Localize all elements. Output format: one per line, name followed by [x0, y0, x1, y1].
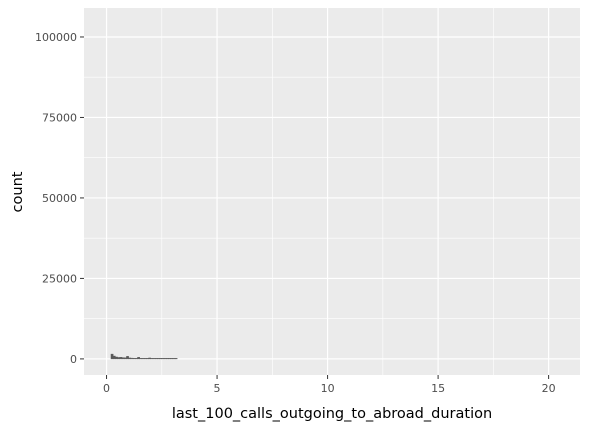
histogram-bar: [163, 358, 167, 360]
panel-background: [84, 8, 580, 375]
x-tick-label: 5: [214, 382, 221, 395]
y-tick-label: 100000: [35, 31, 77, 44]
y-tick-label: 50000: [42, 192, 77, 205]
histogram-bar: [172, 358, 176, 360]
y-axis-title: count: [10, 171, 26, 212]
x-axis-title: last_100_calls_outgoing_to_abroad_durati…: [172, 406, 492, 422]
histogram-bar: [148, 357, 151, 360]
x-tick-label: 15: [431, 382, 445, 395]
histogram-bar: [161, 358, 165, 360]
histogram-bar: [128, 357, 132, 360]
histogram-bar: [126, 356, 129, 360]
x-tick-label: 0: [103, 382, 110, 395]
histogram-bar: [132, 358, 136, 360]
y-axis: 0 25000 50000 75000 100000: [35, 31, 84, 366]
histogram-bar: [130, 357, 134, 360]
histogram-bar: [152, 358, 156, 360]
x-tick-label: 10: [321, 382, 335, 395]
y-tick-label: 75000: [42, 111, 77, 124]
x-tick-label: 20: [542, 382, 556, 395]
histogram-bar: [146, 358, 149, 360]
histogram-bar: [168, 358, 171, 360]
histogram-bar: [119, 357, 123, 360]
histogram-bar: [174, 358, 178, 360]
histogram-bar: [154, 358, 158, 360]
histogram-bar: [157, 358, 160, 360]
grid-minor: [84, 8, 580, 375]
y-tick-label: 25000: [42, 272, 77, 285]
histogram-bar: [141, 358, 145, 360]
histogram-bar: [135, 358, 138, 360]
histogram-bar: [150, 358, 154, 360]
histogram-bar: [110, 353, 114, 360]
histogram-bar: [159, 358, 163, 360]
histogram-bar: [170, 358, 174, 360]
x-axis: 0 5 10 15 20: [103, 375, 556, 395]
histogram-bar: [137, 357, 140, 360]
histogram-bars: [110, 353, 178, 360]
histogram-bar: [139, 358, 143, 360]
histogram-bar: [112, 355, 116, 360]
histogram-bar: [143, 358, 147, 360]
histogram-bar: [166, 358, 169, 360]
histogram-bar: [121, 357, 125, 360]
histogram-bar: [124, 357, 127, 360]
histogram-bar: [117, 357, 121, 360]
y-tick-label: 0: [70, 353, 77, 366]
histogram-bar: [115, 356, 118, 360]
